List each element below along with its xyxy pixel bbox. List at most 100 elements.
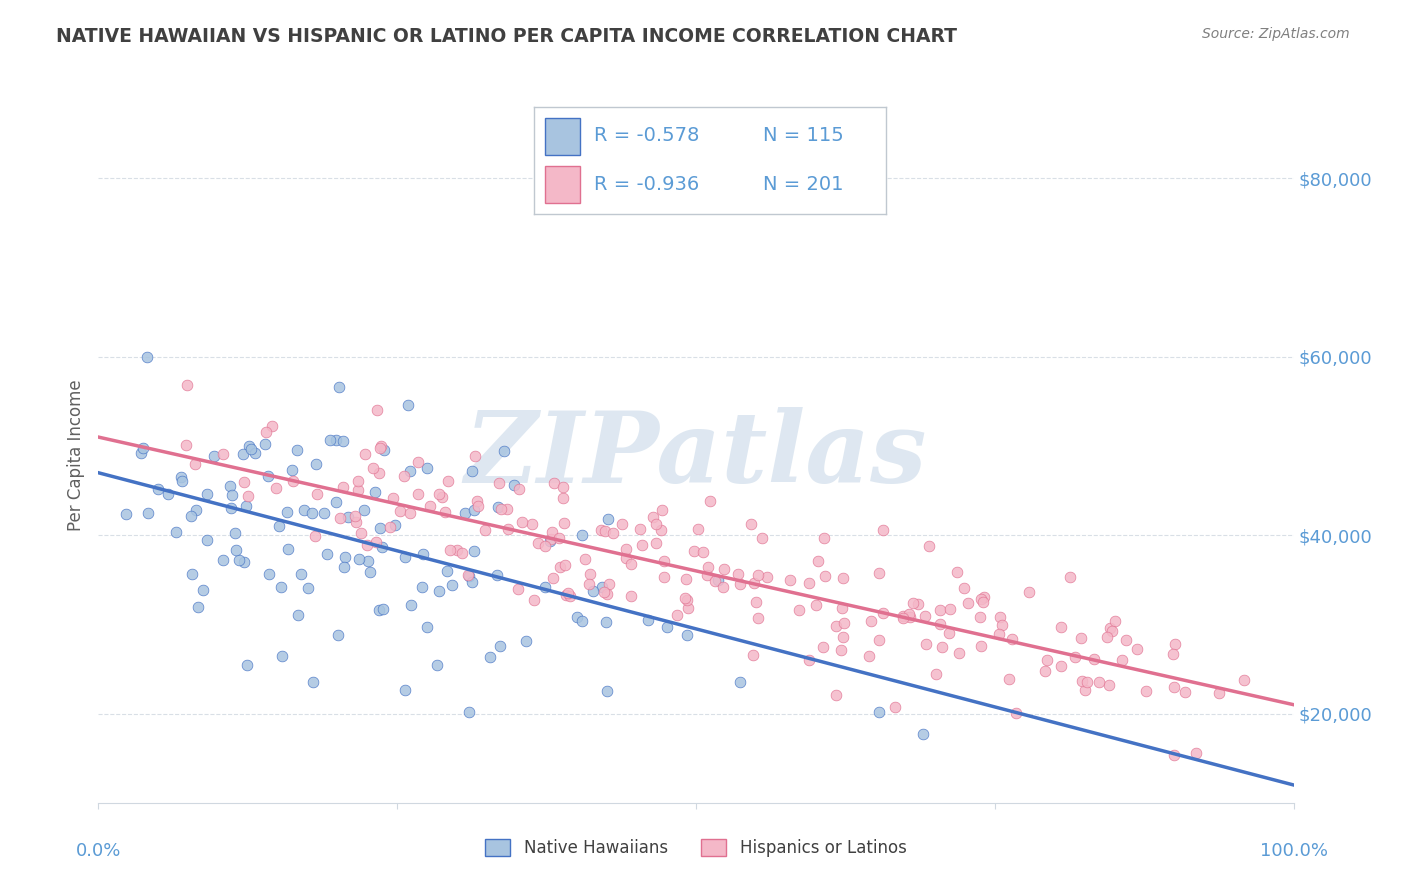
- Point: [730, 577, 752, 591]
- Point: [891, 609, 914, 624]
- Point: [328, 380, 350, 394]
- FancyBboxPatch shape: [544, 166, 581, 203]
- Point: [433, 505, 456, 519]
- Point: [359, 565, 381, 579]
- Point: [903, 596, 925, 610]
- Point: [285, 442, 308, 457]
- Point: [277, 542, 299, 557]
- Point: [655, 619, 678, 633]
- Point: [488, 639, 510, 653]
- Point: [399, 464, 422, 478]
- Point: [136, 350, 159, 364]
- Point: [157, 487, 180, 501]
- Point: [644, 536, 666, 550]
- Text: ZIPatlas: ZIPatlas: [465, 407, 927, 503]
- Point: [571, 614, 593, 628]
- Point: [281, 463, 304, 477]
- Point: [742, 648, 765, 662]
- Point: [458, 569, 481, 583]
- Point: [458, 705, 481, 719]
- Point: [396, 399, 419, 413]
- Point: [187, 599, 209, 614]
- Point: [907, 597, 929, 611]
- Point: [347, 552, 370, 566]
- Point: [384, 518, 406, 533]
- Point: [825, 688, 848, 702]
- Point: [253, 437, 276, 451]
- Point: [136, 506, 159, 520]
- Point: [595, 615, 617, 630]
- Point: [1088, 674, 1111, 689]
- Point: [304, 457, 326, 471]
- Point: [814, 568, 837, 582]
- Point: [180, 509, 202, 524]
- Point: [329, 511, 352, 525]
- Point: [314, 506, 336, 520]
- Point: [301, 507, 323, 521]
- Point: [367, 603, 389, 617]
- Point: [436, 474, 458, 488]
- Point: [747, 611, 769, 625]
- Point: [704, 574, 727, 588]
- Point: [831, 600, 853, 615]
- Point: [696, 568, 718, 582]
- Point: [307, 486, 329, 500]
- Point: [1098, 678, 1121, 692]
- Point: [406, 486, 429, 500]
- Text: N = 115: N = 115: [762, 127, 844, 145]
- Point: [224, 525, 246, 540]
- Point: [652, 570, 675, 584]
- Point: [169, 470, 191, 484]
- Point: [495, 501, 517, 516]
- Point: [202, 450, 225, 464]
- Point: [344, 515, 367, 529]
- Point: [533, 580, 555, 594]
- Point: [302, 675, 325, 690]
- Point: [711, 580, 734, 594]
- Point: [373, 443, 395, 458]
- Point: [1063, 649, 1085, 664]
- Point: [357, 554, 380, 568]
- Point: [197, 533, 219, 547]
- Point: [270, 649, 292, 664]
- Text: 0.0%: 0.0%: [76, 842, 121, 860]
- Point: [1104, 615, 1126, 629]
- Point: [797, 653, 820, 667]
- Point: [970, 592, 993, 607]
- Point: [1164, 637, 1187, 651]
- Point: [415, 620, 437, 634]
- Point: [918, 539, 941, 553]
- Point: [868, 632, 890, 647]
- Point: [1059, 570, 1081, 584]
- Point: [578, 567, 600, 582]
- Point: [891, 611, 914, 625]
- Point: [707, 573, 730, 587]
- Point: [401, 598, 423, 612]
- Text: N = 201: N = 201: [762, 175, 844, 194]
- Point: [221, 488, 243, 502]
- Point: [596, 684, 619, 698]
- Point: [696, 559, 718, 574]
- Point: [860, 614, 883, 628]
- Point: [419, 499, 441, 513]
- Point: [548, 559, 571, 574]
- Point: [872, 523, 894, 537]
- Point: [243, 446, 266, 460]
- Point: [212, 553, 235, 567]
- Point: [1071, 674, 1094, 689]
- Point: [276, 505, 298, 519]
- Point: [236, 489, 259, 503]
- Point: [571, 528, 593, 542]
- Point: [1001, 632, 1024, 647]
- Point: [939, 601, 962, 615]
- Point: [676, 628, 699, 642]
- Point: [236, 657, 259, 672]
- Point: [990, 618, 1012, 632]
- Point: [1050, 620, 1073, 634]
- Text: R = -0.578: R = -0.578: [593, 127, 699, 145]
- Y-axis label: Per Capita Income: Per Capita Income: [66, 379, 84, 531]
- Point: [232, 447, 254, 461]
- Point: [988, 627, 1011, 641]
- Point: [354, 447, 377, 461]
- Point: [332, 434, 354, 449]
